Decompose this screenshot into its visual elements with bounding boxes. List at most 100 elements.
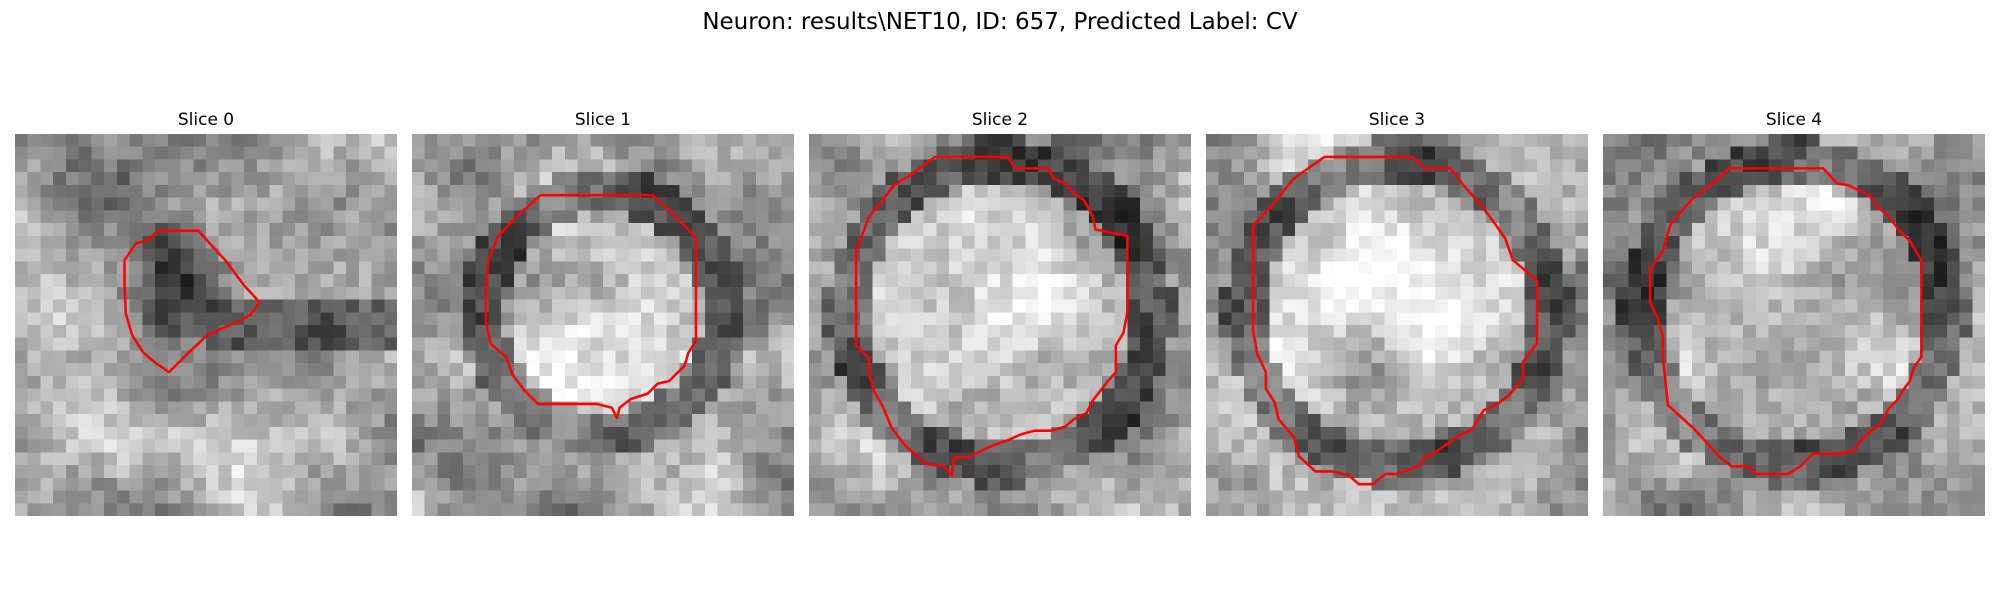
pixel [1934,414,1948,428]
pixel [333,223,347,237]
pixel [27,312,41,326]
pixel [704,184,718,198]
pixel [1883,477,1897,491]
pixel [1206,235,1219,249]
pixel [244,337,258,351]
pixel [859,477,873,491]
pixel [1653,388,1667,402]
pixel [193,197,207,211]
pixel [1127,235,1141,249]
pixel [1679,375,1693,389]
pixel [53,426,67,440]
pixel [307,337,321,351]
pixel [462,439,476,453]
pixel [1511,426,1525,440]
pixel [859,146,873,160]
pixel [27,235,41,249]
pixel [1870,184,1884,198]
pixel [358,261,372,275]
pixel [91,388,105,402]
pixel [142,274,156,288]
pixel [1755,503,1769,516]
pixel [1679,388,1693,402]
pixel [717,299,731,313]
pixel [1422,235,1436,249]
pixel [768,426,782,440]
pixel [1857,414,1871,428]
pixel [1781,146,1795,160]
pixel [1603,197,1616,211]
pixel [167,414,181,428]
pixel [1498,401,1512,415]
pixel [142,337,156,351]
pixel [1473,477,1487,491]
pixel [755,426,769,440]
pixel [1140,134,1154,147]
pixel [384,235,397,249]
pixel [65,286,79,300]
pixel [859,299,873,313]
pixel [1473,223,1487,237]
pixel [269,477,283,491]
pixel [78,414,92,428]
pixel [628,477,642,491]
pixel [1460,401,1474,415]
pixel [910,134,924,147]
pixel [1397,401,1410,415]
pixel [1460,134,1474,147]
pixel [692,248,706,262]
pixel [104,350,118,364]
pixel [1384,274,1398,288]
pixel [1704,299,1718,313]
pixel [142,452,156,466]
pixel [231,503,245,516]
pixel [1127,363,1141,377]
pixel [129,286,143,300]
pixel [936,388,950,402]
pixel [1704,452,1718,466]
pixel [1819,248,1833,262]
pixel [116,223,130,237]
pixel [206,312,219,326]
pixel [1628,184,1642,198]
pixel [501,299,515,313]
pixel [1679,210,1693,224]
pixel [1422,426,1436,440]
pixel [501,235,515,249]
pixel [1743,261,1757,275]
pixel [898,184,912,198]
pixel [628,401,642,415]
pixel [1819,337,1833,351]
pixel [1152,426,1166,440]
pixel [1934,490,1948,504]
pixel [53,299,67,313]
pixel [437,223,451,237]
pixel [1409,210,1423,224]
pixel [1409,197,1423,211]
pixel [295,184,309,198]
pixel [475,503,489,516]
pixel [936,299,950,313]
pixel [1152,452,1166,466]
pixel [269,452,283,466]
pixel [1244,312,1258,326]
pixel [1498,503,1512,516]
pixel [603,375,616,389]
pixel [847,223,861,237]
pixel [1511,159,1525,173]
pixel [218,363,232,377]
pixel [27,146,41,160]
pixel [987,465,1001,479]
pixel [1628,375,1642,389]
pixel [1908,184,1922,198]
pixel [256,312,270,326]
pixel [1371,363,1385,377]
pixel [1946,261,1960,275]
pixel [1666,350,1680,364]
pixel [717,146,731,160]
pixel [1063,375,1077,389]
pixel [1498,439,1512,453]
pixel [1959,325,1973,338]
pixel [1730,477,1744,491]
pixel [358,414,372,428]
